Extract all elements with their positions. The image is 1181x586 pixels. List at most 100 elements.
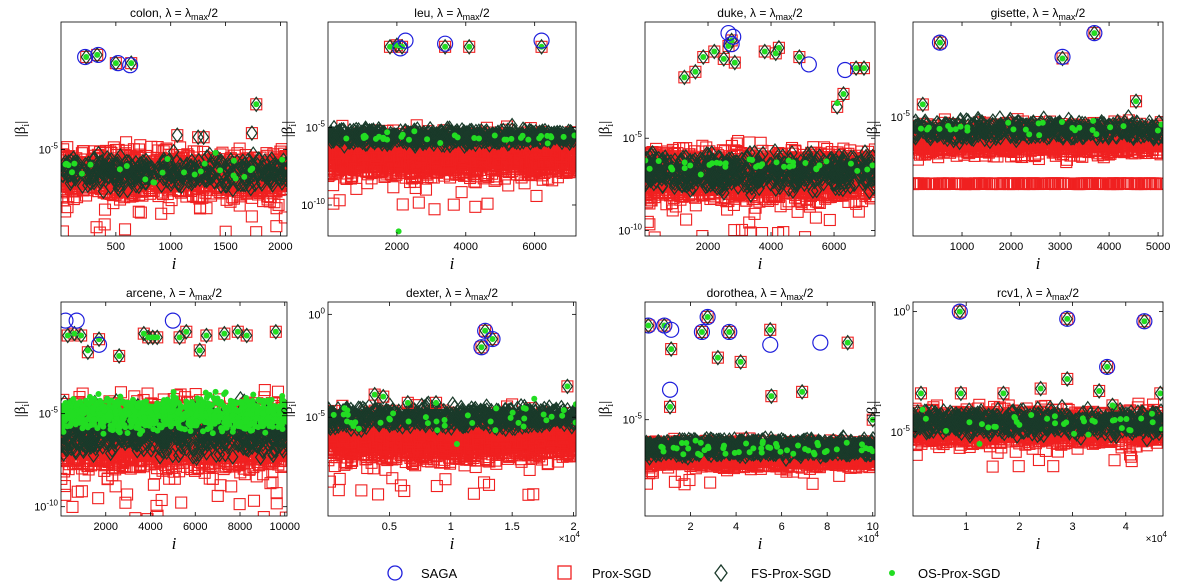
noise-prox-outlier <box>134 206 147 219</box>
noise-fs-diamond <box>220 173 233 191</box>
noise-prox-outlier <box>428 203 441 216</box>
noise-prox-outlier <box>263 195 276 208</box>
noise-prox-outlier <box>194 201 207 214</box>
y-tick-label: 10-5 <box>39 142 59 157</box>
plot-area <box>328 32 576 235</box>
point-fs-prox-sgd <box>171 127 184 144</box>
noise-os-dot <box>544 140 551 147</box>
noise-fs-diamond <box>217 156 229 173</box>
noise-prox-square <box>443 167 456 180</box>
point-os-prox-sgd <box>538 43 545 50</box>
noise-prox-outlier <box>328 197 340 210</box>
noise-fs-diamond <box>424 128 437 145</box>
noise-fs-diamond <box>164 159 176 176</box>
noise-fs-diamond <box>516 125 528 142</box>
noise-prox-square <box>345 150 358 163</box>
noise-prox-square <box>482 170 495 183</box>
point-fs-prox-sgd <box>250 96 263 113</box>
noise-prox-outlier <box>61 205 72 218</box>
noise-fs-diamond <box>211 153 223 171</box>
noise-fs-diamond <box>268 156 281 173</box>
point-saga <box>397 32 414 49</box>
noise-os-dot <box>78 170 85 177</box>
noise-prox-outlier <box>469 200 482 213</box>
noise-fs-diamond <box>563 126 576 143</box>
noise-fs-diamond <box>276 169 287 186</box>
noise-prox-square <box>360 165 373 178</box>
noise-fs-diamond <box>91 154 104 172</box>
noise-fs-diamond <box>114 147 127 165</box>
noise-os-dot <box>560 133 567 140</box>
noise-fs-diamond <box>252 151 265 168</box>
point-os-prox-sgd <box>94 51 101 58</box>
noise-prox-square <box>468 147 481 160</box>
noise-prox-outlier <box>245 210 258 223</box>
noise-prox-square <box>328 166 338 180</box>
noise-prox-square <box>376 163 389 176</box>
noise-prox-square <box>107 197 120 210</box>
noise-fs-diamond <box>259 153 271 170</box>
noise-prox-outlier <box>502 179 515 192</box>
noise-fs-diamond <box>255 173 267 190</box>
noise-prox-square <box>165 194 178 207</box>
point-os-prox-sgd <box>442 43 449 50</box>
point-saga <box>122 57 139 74</box>
y-tick-label: 10-10 <box>301 197 325 212</box>
noise-prox-square <box>442 154 455 167</box>
noise-fs-diamond <box>173 176 185 193</box>
noise-os-dot <box>241 173 248 180</box>
noise-fs-diamond <box>96 160 109 177</box>
noise-fs-diamond <box>143 160 155 177</box>
point-os-prox-sgd <box>83 53 90 60</box>
noise-os-dot <box>405 136 412 143</box>
noise-fs-diamond <box>69 170 82 187</box>
point-saga <box>437 35 454 52</box>
noise-os-dot <box>65 162 72 169</box>
y-tick-label: 10-5 <box>306 119 326 134</box>
point-os-prox-sgd <box>253 101 260 108</box>
y-axis-label: |βi| <box>13 121 32 137</box>
noise-fs-diamond <box>104 178 117 196</box>
noise-os-dot <box>571 132 576 139</box>
noise-prox-square <box>328 150 336 163</box>
noise-os-dot <box>249 165 256 172</box>
noise-prox-square <box>132 143 146 156</box>
noise-prox-outlier <box>272 198 285 211</box>
noise-os-dot <box>451 132 458 139</box>
noise-os-dot <box>343 135 350 142</box>
noise-os-dot <box>508 135 515 142</box>
noise-prox-square <box>481 154 494 167</box>
point-os-prox-sgd <box>112 60 119 67</box>
noise-prox-square <box>415 150 428 163</box>
noise-os-dot <box>159 169 166 176</box>
noise-prox-outlier <box>270 202 283 215</box>
noise-os-dot <box>87 161 94 168</box>
noise-fs-diamond <box>244 158 257 175</box>
subplot-title: colon, λ = λmax/2 <box>130 6 218 22</box>
point-os-prox-sgd <box>466 43 473 50</box>
noise-prox-square <box>345 169 358 182</box>
noise-prox-square <box>459 144 472 157</box>
noise-fs-diamond <box>232 175 244 192</box>
noise-fs-diamond <box>239 176 251 193</box>
noise-fs-diamond <box>536 125 548 142</box>
noise-os-dot <box>217 167 224 174</box>
noise-fs-diamond <box>480 132 493 149</box>
noise-prox-square <box>428 154 441 167</box>
noise-prox-outlier <box>98 218 111 231</box>
point-os-prox-sgd <box>128 60 135 67</box>
noise-prox-square <box>204 187 217 200</box>
x-tick-label: 1500 <box>213 241 237 253</box>
noise-prox-outlier <box>132 205 145 218</box>
noise-fs-diamond <box>249 176 261 193</box>
noise-fs-diamond <box>461 129 473 146</box>
noise-os-dot <box>475 135 482 142</box>
axes-frame <box>327 21 577 237</box>
noise-prox-outlier <box>350 182 363 195</box>
noise-fs-diamond <box>457 127 469 144</box>
noise-prox-square <box>61 141 74 154</box>
noise-fs-diamond <box>223 157 235 174</box>
noise-prox-square <box>61 143 70 156</box>
